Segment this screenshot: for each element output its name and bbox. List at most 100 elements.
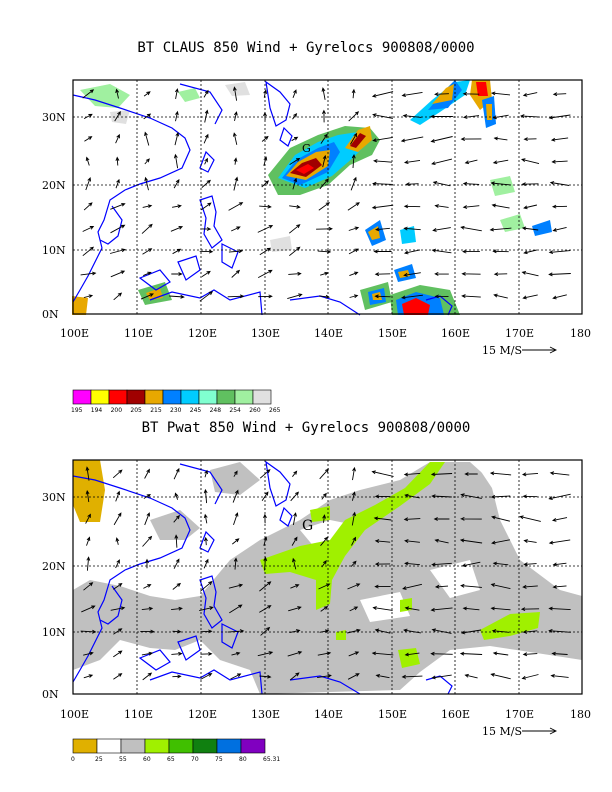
wind-vector-arrow [434,584,449,589]
wind-vector-arrow [372,113,393,119]
svg-text:130E: 130E [251,708,280,721]
wind-vector-arrow [84,136,93,142]
colorbar-swatch [90,389,110,405]
wind-vector-arrow [350,176,357,191]
wind-vector-arrow [402,583,423,590]
wind-vector-arrow [460,225,482,232]
colorbar-swatch [252,389,272,405]
wind-vector-arrow [460,629,482,635]
wind-vector-arrow [199,249,214,254]
wind-vector-arrow [80,629,97,634]
wind-vector-arrow [492,651,509,656]
wind-vector-arrow [289,246,301,257]
wind-vector-arrow [519,515,541,522]
colorbar-swatch [216,738,242,754]
wind-vector-arrow [200,629,213,634]
wind-vector-arrow [522,584,538,589]
svg-text:150E: 150E [378,708,407,721]
wind-vector-arrow [228,583,244,589]
wind-vector-arrow [403,517,421,522]
wind-vector-arrow [551,517,568,522]
colorbar-label: 248 [210,407,222,414]
wind-vector-arrow [318,583,331,590]
wind-vector-arrow [172,204,182,209]
wind-vector-arrow [83,113,93,119]
wind-vector-arrow [141,223,153,234]
wind-vector-arrow [375,227,390,232]
wind-vector-arrow [460,583,482,588]
wind-vector-arrow [83,202,93,211]
wind-vector-arrow [400,136,424,143]
wind-vector-arrow [375,673,390,679]
wind-vector-arrow [85,177,92,191]
wind-vector-arrow [261,135,269,142]
wind-vector-arrow [430,472,453,477]
panel1-colorbar: 195 194 200 205 215 230 245 248 254 260 265 [71,389,281,414]
wind-vector-arrow [203,513,208,524]
wind-vector-arrow [113,583,123,590]
wind-vector-arrow [430,136,453,143]
wind-vector-arrow [492,159,509,165]
wind-vector-arrow [83,294,94,299]
wind-vector-arrow [402,113,422,118]
wind-vector-arrow [83,582,94,591]
wind-vector-arrow [374,539,391,543]
wind-vector-arrow [462,606,480,611]
wind-vector-arrow [291,136,299,142]
wind-vector-arrow [233,176,239,191]
wind-vector-arrow [112,469,123,479]
wind-vector-arrow [319,629,330,634]
wind-vector-arrow [434,294,449,299]
wind-vector-arrow [374,628,391,634]
wind-vector-arrow [203,536,208,546]
wind-vector-arrow [145,558,149,569]
wind-vector-arrow [203,133,209,144]
wind-vector-arrow [322,514,327,523]
wind-vector-arrow [373,159,392,163]
wind-vector-arrow [201,227,212,231]
wind-vector-arrow [292,177,298,190]
wind-vector-arrow [80,271,97,276]
colorbar-swatch [72,738,98,754]
wind-vector-arrow [115,537,120,545]
svg-text:0N: 0N [42,308,59,321]
panel1-lon-labels: 100E 110E 120E 130E 140E 150E 160E 170E … [60,327,591,340]
wind-vector-arrow [372,181,393,186]
wind-vector-arrow [289,224,301,234]
colorbar-label: 265 [269,407,281,414]
panel2-gyre-marker: G [302,518,313,534]
wind-vector-arrow [462,91,480,96]
wind-vector-arrow [548,114,571,120]
panel1-reference-vector: 15 M/S [482,344,558,357]
wind-vector-arrow [261,180,270,188]
wind-vector-arrow [373,249,392,254]
wind-vector-arrow [227,629,245,633]
wind-vector-arrow [85,489,90,503]
wind-vector-arrow [257,269,273,278]
wind-vector-arrow [552,294,567,300]
colorbar-label: 215 [150,407,162,414]
wind-vector-arrow [405,182,419,187]
wind-vector-arrow [403,204,421,209]
wind-vector-arrow [552,92,567,97]
wind-vector-arrow [175,110,179,122]
wind-vector-arrow [434,204,449,208]
wind-vector-arrow [548,628,571,633]
colorbar-label: 25 [95,756,103,763]
wind-vector-arrow [548,539,571,545]
wind-vector-arrow [374,272,391,277]
wind-vector-arrow [231,651,241,656]
wind-vector-arrow [491,203,510,209]
wind-vector-arrow [143,91,151,97]
wind-vector-arrow [460,137,482,142]
wind-vector-arrow [115,156,120,166]
wind-vector-arrow [403,472,421,477]
wind-vector-arrow [490,673,511,680]
wind-vector-arrow [85,466,90,481]
wind-vector-arrow [204,469,209,478]
wind-vector-arrow [552,562,567,567]
colorbar-label: 55 [119,756,127,763]
colorbar-swatch [144,738,170,754]
wind-vector-arrow [350,132,358,145]
wind-vector-arrow [259,204,272,209]
